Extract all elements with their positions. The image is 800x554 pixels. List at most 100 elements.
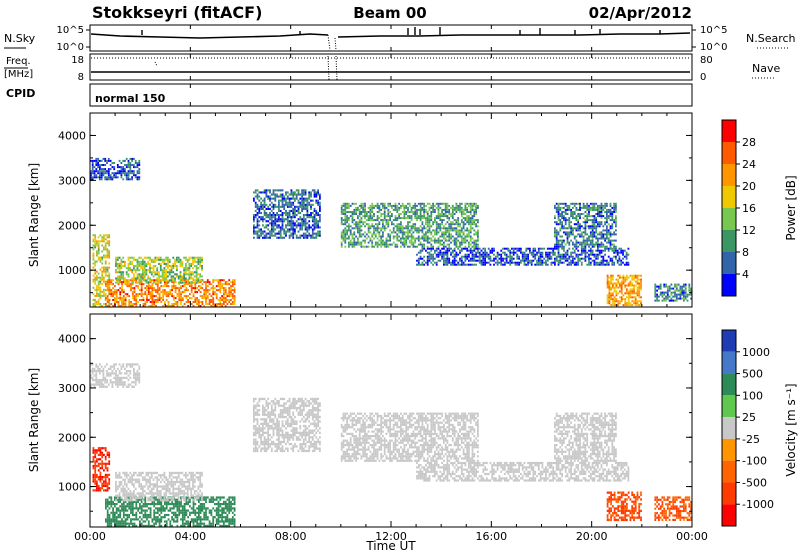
power-echo-cell — [466, 208, 469, 211]
power-echo-cell — [133, 170, 135, 173]
power-echo-cell — [138, 262, 141, 265]
power-echo-cell — [178, 287, 181, 290]
power-echo-cell — [459, 206, 461, 209]
power-echo-cell — [263, 197, 266, 200]
power-echo-cell — [116, 262, 119, 265]
power-echo-cell — [154, 273, 157, 276]
power-echo-cell — [96, 290, 98, 293]
power-echo-cell — [612, 292, 614, 295]
power-echo-cell — [559, 239, 562, 242]
velocity-echo-cell — [135, 503, 138, 506]
power-echo-cell — [423, 255, 426, 258]
velocity-echo-cell — [144, 524, 147, 527]
power-echo-cell — [634, 296, 637, 299]
velocity-echo-cell — [101, 478, 104, 481]
power-echo-cell — [306, 207, 309, 210]
power-echo-cell — [570, 215, 572, 218]
power-echo-cell — [308, 195, 311, 198]
power-echo-cell — [346, 219, 348, 222]
power-echo-cell — [561, 253, 563, 256]
power-echo-cell — [99, 164, 101, 166]
power-echo-cell — [380, 235, 383, 238]
power-echo-cell — [279, 230, 282, 233]
power-echo-cell — [278, 189, 280, 192]
power-echo-cell — [294, 214, 296, 217]
power-echo-cell — [147, 293, 150, 296]
power-echo-cell — [450, 251, 452, 254]
power-echo-cell — [199, 287, 202, 290]
power-echo-cell — [124, 159, 126, 162]
power-echo-cell — [233, 287, 236, 290]
power-echo-cell — [568, 206, 571, 209]
power-echo-cell — [525, 247, 528, 250]
power-echo-cell — [636, 276, 639, 279]
power-echo-cell — [172, 271, 175, 274]
power-echo-cell — [104, 168, 107, 171]
power-echo-cell — [410, 211, 413, 213]
power-echo-cell — [604, 245, 606, 248]
power-echo-cell — [168, 260, 171, 263]
power-echo-cell — [419, 217, 422, 220]
velocity-echo-cell — [155, 518, 157, 521]
power-echo-cell — [466, 221, 469, 224]
power-echo-cell — [457, 247, 460, 250]
power-echo-cell — [572, 231, 574, 234]
power-echo-cell — [430, 233, 433, 236]
power-echo-cell — [383, 225, 386, 228]
power-echo-cell — [453, 206, 456, 209]
power-echo-cell — [523, 251, 526, 254]
power-echo-cell — [149, 295, 152, 298]
power-echo-cell — [598, 261, 601, 264]
power-echo-cell — [223, 293, 225, 296]
power-echo-cell — [351, 237, 354, 240]
power-echo-cell — [161, 277, 164, 280]
power-echo-cell — [575, 243, 578, 246]
power-echo-cell — [589, 257, 592, 260]
power-echo-cell — [142, 299, 145, 301]
power-echo-cell — [631, 296, 634, 299]
power-echo-cell — [469, 211, 472, 213]
power-echo-cell — [446, 247, 449, 250]
power-echo-cell — [602, 261, 605, 264]
power-echo-cell — [265, 224, 268, 227]
velocity-echo-cell — [155, 496, 157, 499]
power-echo-cell — [434, 219, 436, 222]
power-echo-cell — [288, 197, 291, 200]
power-echo-cell — [346, 229, 348, 232]
power-echo-cell — [658, 285, 660, 288]
power-echo-cell — [416, 217, 418, 220]
power-echo-cell — [290, 189, 293, 192]
power-echo-cell — [631, 276, 634, 279]
velocity-echo-cell — [106, 467, 109, 470]
power-echo-cell — [383, 213, 386, 215]
power-echo-cell — [380, 202, 383, 205]
power-echo-cell — [223, 291, 225, 294]
power-echo-cell — [270, 197, 273, 200]
power-echo-cell — [310, 195, 312, 198]
power-echo-cell — [579, 215, 581, 218]
power-echo-cell — [473, 263, 476, 266]
power-echo-cell — [376, 243, 379, 246]
power-echo-cell — [306, 230, 309, 233]
power-echo-cell — [607, 223, 610, 226]
power-echo-cell — [99, 282, 102, 285]
power-echo-cell — [201, 287, 204, 290]
power-echo-cell — [215, 303, 218, 305]
power-echo-cell — [611, 223, 614, 226]
power-echo-cell — [606, 204, 608, 207]
power-echo-cell — [555, 229, 558, 232]
power-echo-cell — [210, 283, 213, 286]
power-echo-cell — [276, 226, 278, 229]
power-echo-cell — [400, 217, 402, 220]
power-echo-cell — [279, 199, 282, 202]
power-echo-cell — [364, 215, 366, 218]
power-echo-cell — [446, 249, 449, 252]
power-echo-cell — [152, 260, 155, 263]
power-echo-cell — [295, 224, 298, 227]
power-echo-cell — [661, 299, 664, 302]
power-echo-cell — [430, 225, 433, 228]
velocity-echo-cell — [153, 524, 156, 527]
power-echo-cell — [92, 305, 95, 307]
power-echo-cell — [205, 287, 207, 290]
power-echo-cell — [265, 232, 268, 235]
